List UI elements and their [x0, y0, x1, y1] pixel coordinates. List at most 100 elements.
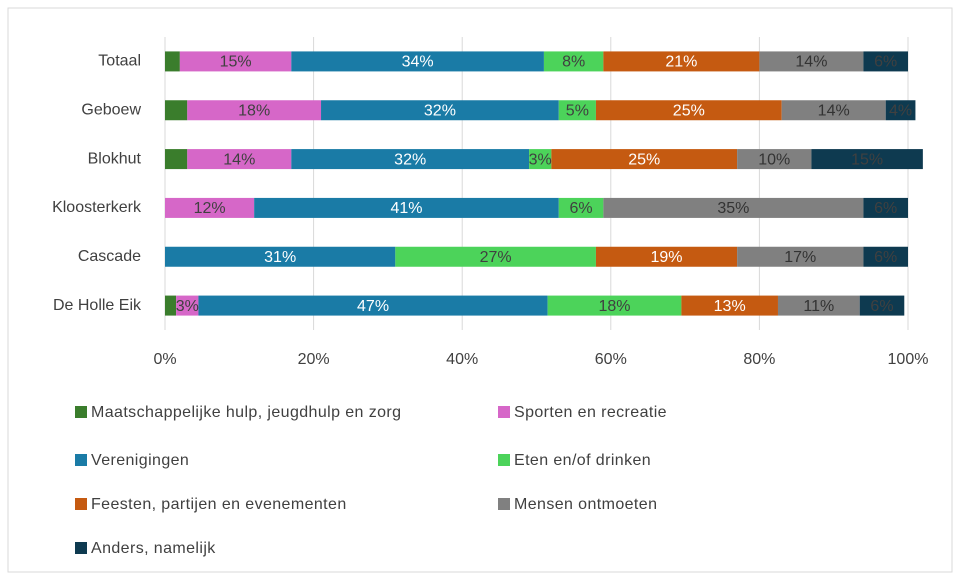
data-label: 35%	[717, 200, 749, 217]
legend-swatch	[498, 498, 510, 510]
x-tick-label: 60%	[595, 351, 627, 368]
data-label: 5%	[566, 102, 589, 119]
bar-segment	[551, 149, 738, 170]
legend-swatch	[75, 406, 87, 418]
bar-segment	[187, 100, 322, 121]
legend-label: Eten en/of drinken	[514, 452, 651, 469]
data-label: 13%	[714, 298, 746, 315]
chart-frame	[7, 7, 953, 573]
data-label: 18%	[598, 298, 630, 315]
bar-segment	[547, 295, 682, 316]
y-tick-label: Geboew	[81, 101, 141, 118]
bar-segment	[737, 149, 812, 170]
bar-segment	[777, 295, 860, 316]
bar-segment	[603, 197, 864, 218]
bar-segment	[187, 149, 292, 170]
bar-segment	[395, 246, 596, 267]
bar-segment	[863, 51, 908, 72]
bar-segment	[863, 197, 908, 218]
data-label: 12%	[194, 200, 226, 217]
legend-label: Sporten en recreatie	[514, 404, 667, 421]
legend-swatch	[498, 406, 510, 418]
data-label: 6%	[874, 249, 897, 266]
bar-segment	[165, 197, 255, 218]
data-label: 27%	[480, 249, 512, 266]
data-label: 6%	[870, 298, 893, 315]
bar-segment	[321, 100, 559, 121]
bar-segment	[558, 100, 596, 121]
legend-swatch	[75, 498, 87, 510]
legend-label: Feesten, partijen en evenementen	[91, 496, 347, 513]
data-label: 47%	[357, 298, 389, 315]
bar-segment	[176, 295, 199, 316]
data-label: 41%	[390, 200, 422, 217]
bar-segment	[165, 295, 177, 316]
y-tick-label: Blokhut	[88, 150, 142, 167]
data-label: 4%	[889, 102, 912, 119]
bar-segment	[165, 149, 188, 170]
x-tick-label: 20%	[298, 351, 330, 368]
bar-segment	[781, 100, 886, 121]
x-tick-label: 40%	[446, 351, 478, 368]
x-tick-label: 100%	[888, 351, 929, 368]
data-label: 25%	[628, 151, 660, 168]
bar-segment	[811, 149, 923, 170]
data-label: 25%	[673, 102, 705, 119]
legend-label: Anders, namelijk	[91, 540, 216, 557]
data-label: 31%	[264, 249, 296, 266]
bar-segment	[603, 51, 760, 72]
data-label: 11%	[803, 298, 834, 315]
data-label: 6%	[874, 54, 897, 71]
bar-segment	[291, 149, 530, 170]
y-tick-label: De Holle Eik	[53, 297, 142, 314]
legend-swatch	[498, 454, 510, 466]
bar-segment	[885, 100, 916, 121]
y-tick-label: Totaal	[98, 53, 141, 70]
data-label: 34%	[402, 54, 434, 71]
bar-segment	[198, 295, 548, 316]
bar-segment	[737, 246, 864, 267]
data-label: 14%	[818, 102, 850, 119]
data-label: 14%	[223, 151, 255, 168]
legend-label: Maatschappelijke hulp, jeugdhulp en zorg	[91, 404, 401, 421]
data-label: 19%	[651, 249, 683, 266]
bar-segment	[165, 246, 396, 267]
bar-segment	[863, 246, 908, 267]
y-tick-label: Cascade	[78, 248, 141, 265]
bar-segment	[859, 295, 905, 316]
data-label: 15%	[851, 151, 883, 168]
bar-segment	[179, 51, 292, 72]
data-label: 18%	[238, 102, 270, 119]
bar-segment	[759, 51, 864, 72]
bar-segment	[529, 149, 552, 170]
legend-swatch	[75, 542, 87, 554]
y-tick-label: Kloosterkerk	[52, 199, 142, 216]
data-label: 6%	[570, 200, 593, 217]
data-label: 6%	[874, 200, 897, 217]
x-tick-label: 0%	[153, 351, 176, 368]
bar-segment	[165, 51, 180, 72]
data-label: 17%	[784, 249, 816, 266]
bar-segment	[681, 295, 778, 316]
x-tick-label: 80%	[743, 351, 775, 368]
data-label: 21%	[665, 54, 697, 71]
legend-label: Mensen ontmoeten	[514, 496, 657, 513]
bar-segment	[558, 197, 604, 218]
data-label: 32%	[394, 151, 426, 168]
bar-segment	[595, 100, 782, 121]
bar-segment	[595, 246, 738, 267]
bar-segment	[543, 51, 604, 72]
data-label: 32%	[424, 102, 456, 119]
data-label: 14%	[795, 54, 827, 71]
bar-segment	[165, 100, 188, 121]
data-label: 10%	[758, 151, 790, 168]
bar-segment	[291, 51, 544, 72]
bar-segment	[254, 197, 559, 218]
legend-swatch	[75, 454, 87, 466]
data-label: 3%	[176, 298, 199, 315]
data-label: 8%	[562, 54, 585, 71]
data-label: 15%	[220, 54, 252, 71]
legend-label: Verenigingen	[91, 452, 189, 469]
data-label: 3%	[529, 151, 552, 168]
